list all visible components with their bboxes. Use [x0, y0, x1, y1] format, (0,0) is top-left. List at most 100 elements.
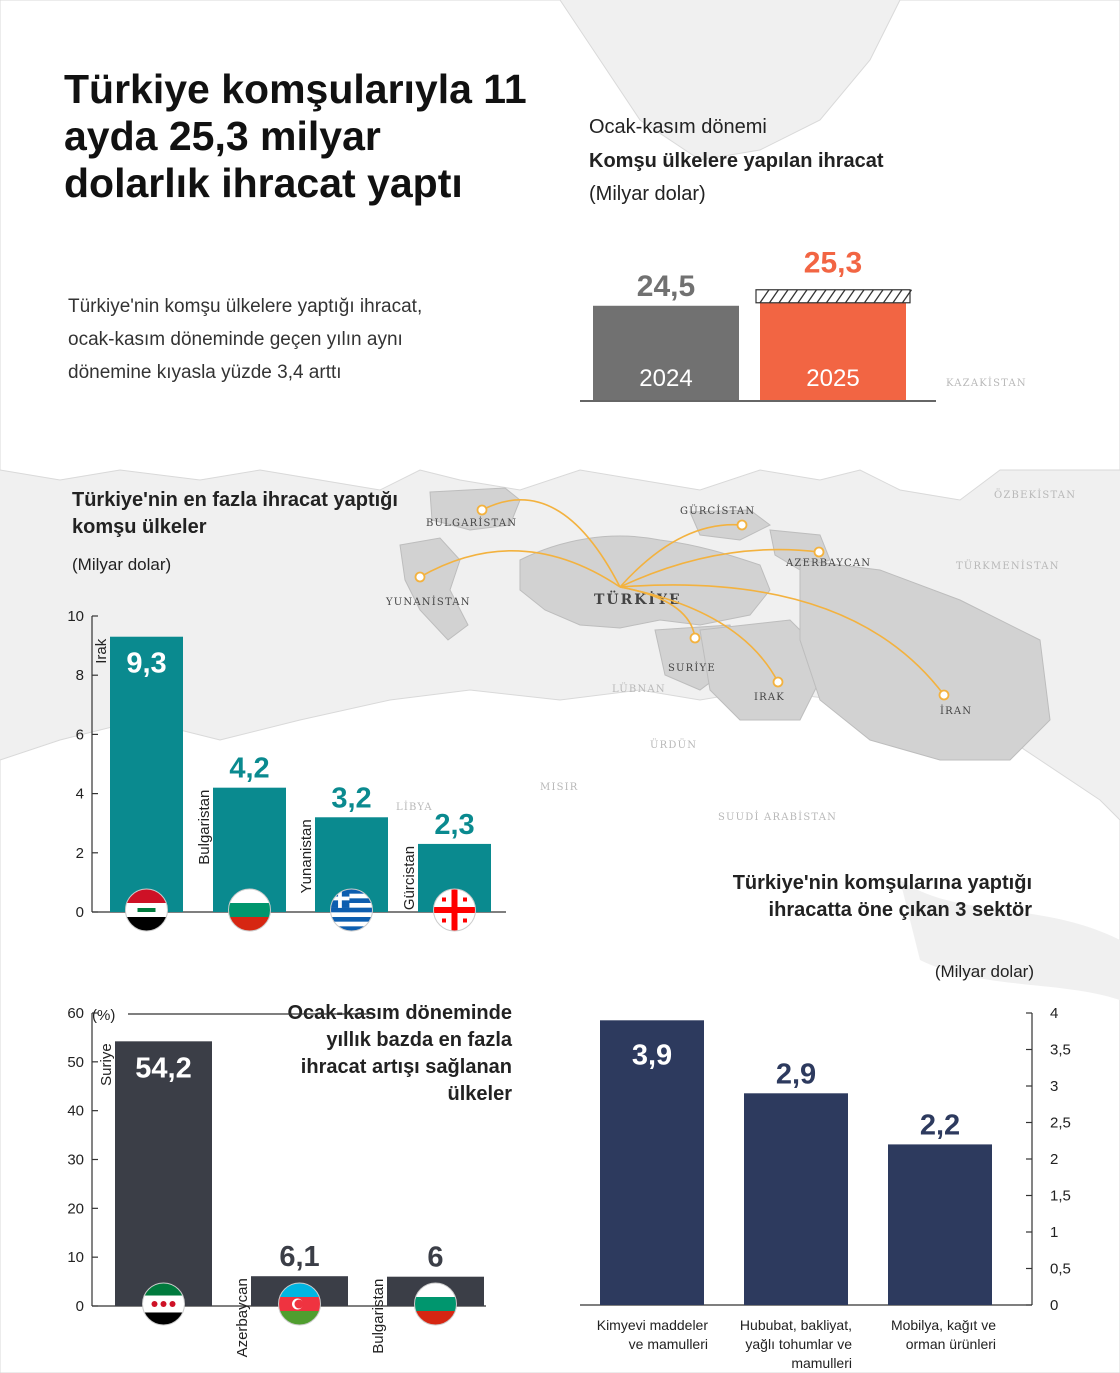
route-iraq: [619, 586, 779, 683]
lebanon-map-label: LÜBNAN: [612, 683, 666, 695]
route-azerbaijan: [619, 548, 820, 588]
chart1-unit: (Milyar dolar): [589, 183, 706, 205]
value-label-Bulgaristan: 4,2: [229, 753, 269, 785]
category-label-Irak: Irak: [93, 638, 110, 664]
value-label-Suriye: 54,2: [135, 1052, 191, 1084]
value-label-Irak: 9,3: [126, 648, 166, 680]
y-tick-0,5: 0,5: [1050, 1261, 1071, 1278]
libya-map-label: LİBYA: [396, 801, 433, 813]
category-label-Suriye: Suriye: [98, 1043, 115, 1086]
chart2-title: Türkiye'nin en fazla ihracat yaptığı kom…: [72, 489, 398, 538]
y-tick-2: 2: [76, 845, 84, 862]
increase-hatch: [755, 289, 913, 304]
map-labels: TÜRKİYE BULGARİSTAN YUNANİSTAN GÜRCİSTAN…: [385, 377, 1076, 823]
route-greece: [419, 550, 621, 588]
y-tick-10: 10: [67, 608, 84, 625]
jordan-map-label: ÜRDÜN: [650, 739, 697, 751]
chart1-period: Ocak-kasım dönemi: [589, 116, 767, 138]
syria-map-label: SURİYE: [668, 662, 716, 674]
chart4-unit: (Milyar dolar): [934, 962, 1034, 981]
endpoint-iraq: [772, 676, 784, 688]
value-label-Yunanistan: 3,2: [331, 782, 371, 814]
endpoint-bulgaria: [476, 504, 488, 516]
y-tick-1,5: 1,5: [1050, 1188, 1071, 1205]
y-tick-6: 6: [76, 726, 84, 743]
bulgaria-flag-icon: [414, 1282, 457, 1326]
y-tick-50: 50: [67, 1054, 84, 1071]
y-tick-2,5: 2,5: [1050, 1115, 1071, 1132]
bulgaria-shape: [429, 487, 521, 531]
value-label-Bulgaristan: 6: [427, 1242, 443, 1274]
chart-yearly-exports: 2024 24,5 2025 25,3: [580, 247, 936, 402]
value-label-2024: 24,5: [637, 270, 695, 303]
y-tick-0: 0: [76, 1298, 84, 1315]
route-iran: [619, 584, 945, 696]
greece-flag-icon: [330, 888, 373, 932]
chart4-title: Türkiye'nin komşularına yaptığı ihracatt…: [732, 872, 1032, 921]
value-label-sector-3: 2,2: [920, 1109, 960, 1141]
egypt-map-label: MISIR: [540, 782, 579, 793]
bar-label-2024: 2024: [639, 365, 692, 392]
bar-2024: [593, 305, 739, 400]
turkmenistan-map-label: TÜRKMENİSTAN: [956, 560, 1060, 572]
chart3-unit: (%): [92, 1007, 115, 1024]
iran-map-label: İRAN: [940, 705, 972, 717]
endpoint-syria: [689, 632, 701, 644]
azerbaijan-map-label: AZERBAYCAN: [785, 558, 871, 569]
uzbekistan-map-label: ÖZBEKİSTAN: [994, 489, 1076, 501]
kazakhstan-map-label: KAZAKİSTAN: [946, 377, 1027, 389]
chart-top-neighbors: 0 2 4 6 8 10 Irak 9,3 Bulgaristan 4,2 Yunanistan 3,…: [67, 608, 506, 932]
bar-label-2025: 2025: [806, 365, 859, 392]
azerbaijan-flag-icon: [278, 1282, 321, 1326]
y-tick-0: 0: [1050, 1297, 1058, 1314]
syria-flag-icon: [142, 1282, 185, 1326]
category-label-Bulgaristan: Bulgaristan: [196, 790, 213, 865]
y-tick-10: 10: [67, 1249, 84, 1266]
bar-Suriye: [115, 1041, 212, 1306]
iraq-map-label: IRAK: [754, 692, 785, 703]
category-label-sector-2-line-1: Hububat, bakliyat,: [740, 1317, 852, 1333]
route-georgia: [619, 523, 743, 588]
bulgaria-map-label: BULGARİSTAN: [426, 517, 517, 529]
page-subtitle: Türkiye'nin komşu ülkelere yaptığı ihrac…: [68, 296, 423, 383]
category-label-Yunanistan: Yunanistan: [298, 819, 315, 893]
bar-sector-1: [600, 1020, 704, 1305]
greece-map-label: YUNANİSTAN: [385, 596, 471, 608]
y-tick-2: 2: [1050, 1151, 1058, 1168]
turkey-shape: [519, 535, 771, 629]
y-tick-40: 40: [67, 1103, 84, 1120]
y-tick-3: 3: [1050, 1078, 1058, 1095]
bar-sector-3: [888, 1144, 992, 1305]
y-tick-3,5: 3,5: [1050, 1042, 1071, 1059]
chart-growth-countries: 0 10 20 30 40 50 60 Suriye 54,2 Azerbaycan 6,1 Bulg…: [67, 1005, 486, 1357]
iran-shape: [799, 559, 1051, 761]
chart3-title: Ocak-kasım döneminde yıllık bazda en faz…: [287, 1002, 512, 1105]
category-label-Azerbaycan: Azerbaycan: [234, 1278, 251, 1357]
bar-Irak: [110, 636, 183, 912]
bar-2025: [760, 302, 906, 400]
value-label-Azerbaycan: 6,1: [279, 1241, 319, 1273]
y-tick-30: 30: [67, 1152, 84, 1169]
y-tick-4: 4: [1050, 1005, 1058, 1022]
category-label-Bulgaristan: Bulgaristan: [370, 1279, 387, 1354]
turkey-label: TÜRKİYE: [594, 589, 682, 608]
y-tick-20: 20: [67, 1200, 84, 1217]
georgia-flag-icon: [433, 888, 476, 932]
value-label-Gürcistan: 2,3: [434, 809, 474, 841]
page-title: Türkiye komşularıyla 11 ayda 25,3 milyar…: [64, 66, 527, 206]
category-label-sector-1-line-2: ve mamulleri: [629, 1336, 708, 1352]
category-label-sector-3-line-2: orman ürünleri: [906, 1336, 996, 1352]
chart1-title: Komşu ülkelere yapılan ihracat: [589, 150, 884, 172]
category-label-sector-3-line-1: Mobilya, kağıt ve: [891, 1317, 996, 1333]
bulgaria-flag-icon: [228, 888, 271, 932]
chart-top-sectors: 0 0,5 1 1,5 2 2,5 3 3,5 4 3,9 Kimyevi maddeler ve m…: [580, 1005, 1071, 1371]
y-tick-1: 1: [1050, 1224, 1058, 1241]
category-label-sector-2-line-3: mamulleri: [791, 1355, 852, 1371]
endpoint-georgia: [736, 519, 748, 531]
endpoint-iran: [938, 689, 950, 701]
y-tick-8: 8: [76, 667, 84, 684]
arabian-sea-edge: [900, 880, 1120, 1000]
route-bulgaria: [481, 499, 621, 588]
category-label-sector-2-line-2: yağlı tohumlar ve: [745, 1336, 852, 1352]
y-tick-4: 4: [76, 786, 84, 803]
